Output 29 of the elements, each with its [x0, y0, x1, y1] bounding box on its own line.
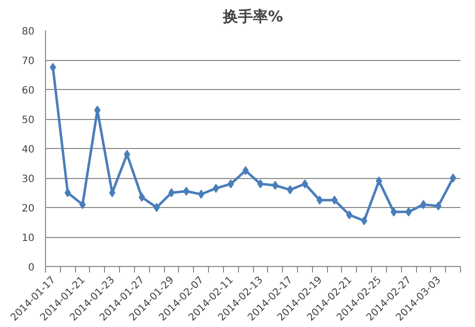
point — [346, 210, 353, 220]
point — [302, 179, 308, 188]
point — [124, 150, 130, 159]
point — [331, 196, 338, 205]
point — [286, 185, 294, 194]
y-tick-label: 80 — [22, 26, 35, 38]
y-tick-label: 10 — [22, 233, 35, 244]
point — [450, 174, 456, 182]
chart-title: 换手率% — [222, 8, 284, 26]
y-tick-label: 60 — [22, 86, 35, 96]
point — [168, 188, 175, 198]
point — [376, 176, 382, 186]
point — [360, 216, 368, 226]
y-tick-label: 30 — [22, 174, 35, 185]
point — [153, 203, 160, 212]
point — [405, 207, 412, 216]
point — [257, 179, 264, 188]
point — [212, 184, 220, 193]
y-tick-label: 20 — [22, 204, 35, 214]
y-tick-label: 50 — [22, 115, 35, 126]
point — [198, 190, 204, 199]
point — [420, 200, 427, 210]
point — [50, 62, 56, 72]
y-tick-label: 40 — [22, 144, 35, 156]
y-tick-label: 70 — [22, 56, 35, 67]
point — [242, 166, 249, 176]
point — [138, 192, 146, 202]
point — [79, 200, 86, 210]
y-tick-label: 0 — [28, 262, 35, 274]
